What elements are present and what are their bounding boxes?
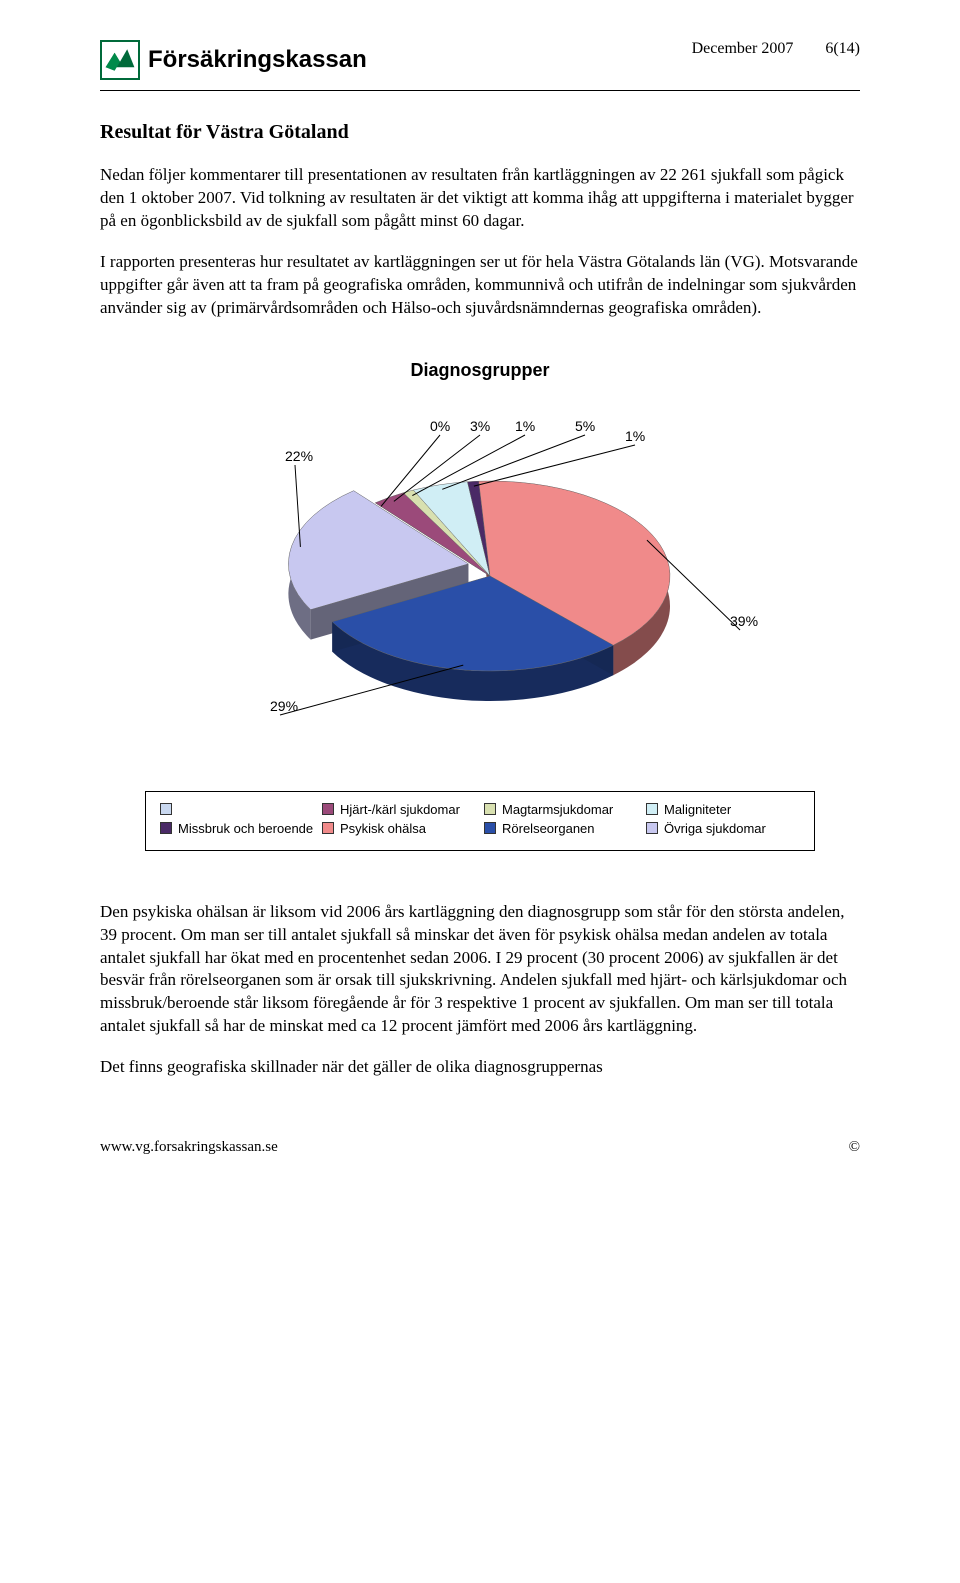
legend-item: Missbruk och beroende xyxy=(160,821,314,836)
legend-label: Övriga sjukdomar xyxy=(664,821,766,836)
legend-label: Missbruk och beroende xyxy=(178,821,313,836)
legend-swatch xyxy=(322,803,334,815)
legend-item: Övriga sjukdomar xyxy=(646,821,800,836)
legend-label: Magtarmsjukdomar xyxy=(502,802,613,817)
page-header: Försäkringskassan December 2007 6(14) xyxy=(100,40,860,80)
footer-copyright: © xyxy=(849,1139,860,1156)
legend-label: Psykisk ohälsa xyxy=(340,821,426,836)
legend-label: Rörelseorganen xyxy=(502,821,595,836)
pie-slice-label: 3% xyxy=(470,418,490,434)
brand-name: Försäkringskassan xyxy=(148,46,367,74)
footer-url: www.vg.forsakringskassan.se xyxy=(100,1139,278,1156)
pie-leader-line xyxy=(442,435,585,489)
paragraph-3: Den psykiska ohälsan är liksom vid 2006 … xyxy=(100,901,860,1039)
page-number: 6(14) xyxy=(825,40,860,57)
legend-item: Rörelseorganen xyxy=(484,821,638,836)
pie-slice-label: 0% xyxy=(430,418,450,434)
legend-item: Psykisk ohälsa xyxy=(322,821,476,836)
legend-swatch xyxy=(484,822,496,834)
page-footer: www.vg.forsakringskassan.se © xyxy=(100,1139,860,1156)
pie-slice-label: 29% xyxy=(270,698,298,714)
pie-slice-label: 22% xyxy=(285,448,313,464)
pie-slice-label: 5% xyxy=(575,418,595,434)
paragraph-1: Nedan följer kommentarer till presentati… xyxy=(100,164,860,233)
pie-slice-label: 1% xyxy=(625,428,645,444)
legend-item: Magtarmsjukdomar xyxy=(484,802,638,817)
legend-item xyxy=(160,802,314,817)
legend-swatch xyxy=(160,803,172,815)
brand-logo-block: Försäkringskassan xyxy=(100,40,367,80)
header-date: December 2007 xyxy=(692,40,794,57)
section-title: Resultat för Västra Götaland xyxy=(100,121,860,144)
chart-legend: Hjärt-/kärl sjukdomar Magtarmsjukdomar Mal… xyxy=(145,791,815,851)
pie-slice-label: 1% xyxy=(515,418,535,434)
chart-title: Diagnosgrupper xyxy=(100,360,860,381)
pie-slice-label: 39% xyxy=(730,613,758,629)
legend-swatch xyxy=(160,822,172,834)
brand-logo-icon xyxy=(100,40,140,80)
header-rule xyxy=(100,90,860,91)
legend-swatch xyxy=(646,822,658,834)
legend-item: Hjärt-/kärl sjukdomar xyxy=(322,802,476,817)
pie-chart: 0% 3% 1% 5% 1% 39% 29% 22% xyxy=(170,401,790,761)
pie-leader-line xyxy=(474,445,635,486)
legend-label: Maligniteter xyxy=(664,802,731,817)
paragraph-2: I rapporten presenteras hur resultatet a… xyxy=(100,251,860,320)
legend-swatch xyxy=(646,803,658,815)
legend-label: Hjärt-/kärl sjukdomar xyxy=(340,802,460,817)
header-meta: December 2007 6(14) xyxy=(692,40,860,58)
legend-swatch xyxy=(484,803,496,815)
legend-swatch xyxy=(322,822,334,834)
legend-item: Maligniteter xyxy=(646,802,800,817)
paragraph-4: Det finns geografiska skillnader när det… xyxy=(100,1056,860,1079)
